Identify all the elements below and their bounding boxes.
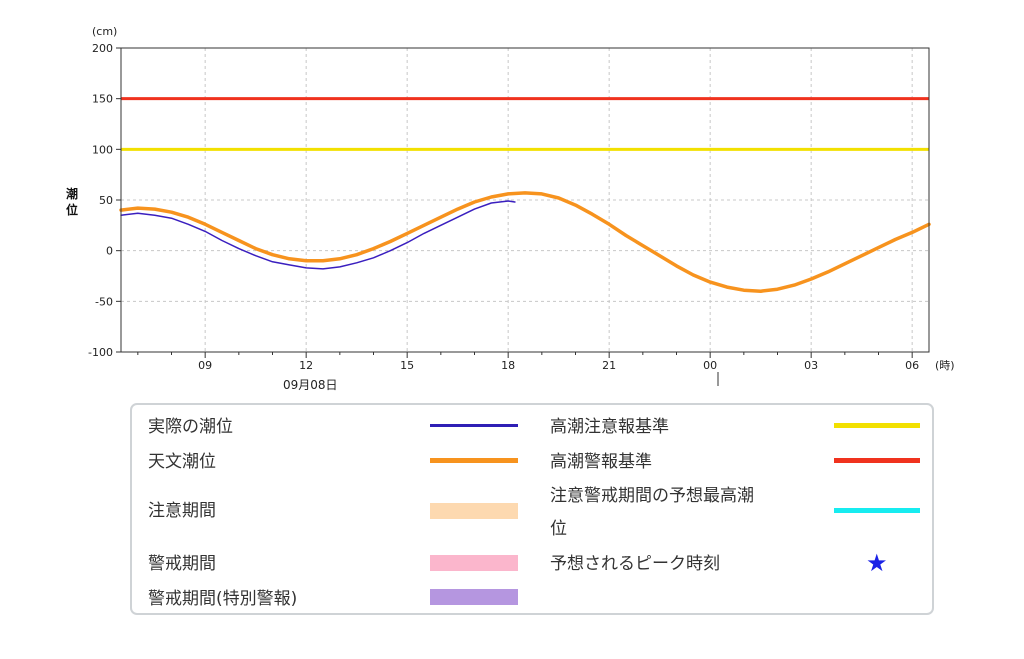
legend-label-special-warning-period: 警戒期間(特別警報)	[148, 589, 298, 609]
y-tick-label: 200	[92, 42, 113, 55]
legend: 実際の潮位 天文潮位 注意期間 警戒期間 警戒期間(特別警報) 高潮注意報基準 …	[130, 403, 934, 615]
x-tick-label: 00	[703, 359, 717, 372]
legend-swatch-astronomical	[430, 458, 518, 463]
chart-grid	[121, 48, 929, 352]
y-tick-label: 0	[106, 245, 113, 258]
x-tick-label: 09	[198, 359, 212, 372]
legend-label-peak-time: 予想されるピーク時刻	[550, 554, 720, 574]
legend-swatch-predicted-max	[834, 508, 920, 513]
legend-label-warning-criterion: 高潮警報基準	[550, 452, 652, 472]
threshold-lines	[121, 97, 929, 151]
x-tick-label: 03	[804, 359, 818, 372]
x-unit-label: (時)	[935, 359, 955, 372]
x-tick-label: 12	[299, 359, 313, 372]
legend-label-caution-period: 注意期間	[148, 501, 216, 521]
x-tick-label: 06	[905, 359, 919, 372]
legend-label-actual: 実際の潮位	[148, 417, 233, 437]
y-tick-label: 150	[92, 93, 113, 106]
legend-label-astronomical: 天文潮位	[148, 452, 216, 472]
legend-swatch-special-warning-period	[430, 589, 518, 605]
y-axis-title: 潮位	[66, 186, 78, 217]
series-line-actual	[120, 200, 516, 270]
legend-label-predicted-max-line1: 注意警戒期間の予想最高潮	[550, 486, 754, 506]
peak-star-icon: ★	[866, 549, 888, 577]
legend-swatch-actual	[430, 424, 518, 427]
date-label: 09月08日	[283, 378, 338, 392]
legend-label-predicted-max-line2: 位	[550, 519, 567, 539]
x-tick-label: 21	[602, 359, 616, 372]
y-tick-label: -100	[88, 346, 113, 359]
y-axis-title-char: 潮	[66, 186, 78, 201]
x-tick-label: 18	[501, 359, 515, 372]
y-unit-label: (cm)	[92, 25, 117, 38]
legend-swatch-caution-criterion	[834, 423, 920, 428]
tide-chart: -100 -50 0 50 100 150 200 09 12 15 18 21 00 03 06 (cm)…	[66, 25, 955, 392]
legend-swatch-caution-period	[430, 503, 518, 519]
x-tick-label: 15	[400, 359, 414, 372]
y-tick-label: 100	[92, 143, 113, 156]
y-axis-title-char: 位	[66, 202, 78, 217]
series-lines	[119, 191, 931, 293]
legend-swatch-warning-criterion	[834, 458, 920, 463]
series-line-astronomical	[119, 191, 931, 293]
axis-ticks: -100 -50 0 50 100 150 200 09 12 15 18 21 00 03 06	[88, 42, 919, 372]
legend-swatch-warning-period	[430, 555, 518, 571]
y-tick-label: 50	[99, 194, 113, 207]
legend-label-warning-period: 警戒期間	[148, 554, 216, 574]
legend-label-caution-criterion: 高潮注意報基準	[550, 417, 669, 437]
y-tick-label: -50	[95, 295, 113, 308]
